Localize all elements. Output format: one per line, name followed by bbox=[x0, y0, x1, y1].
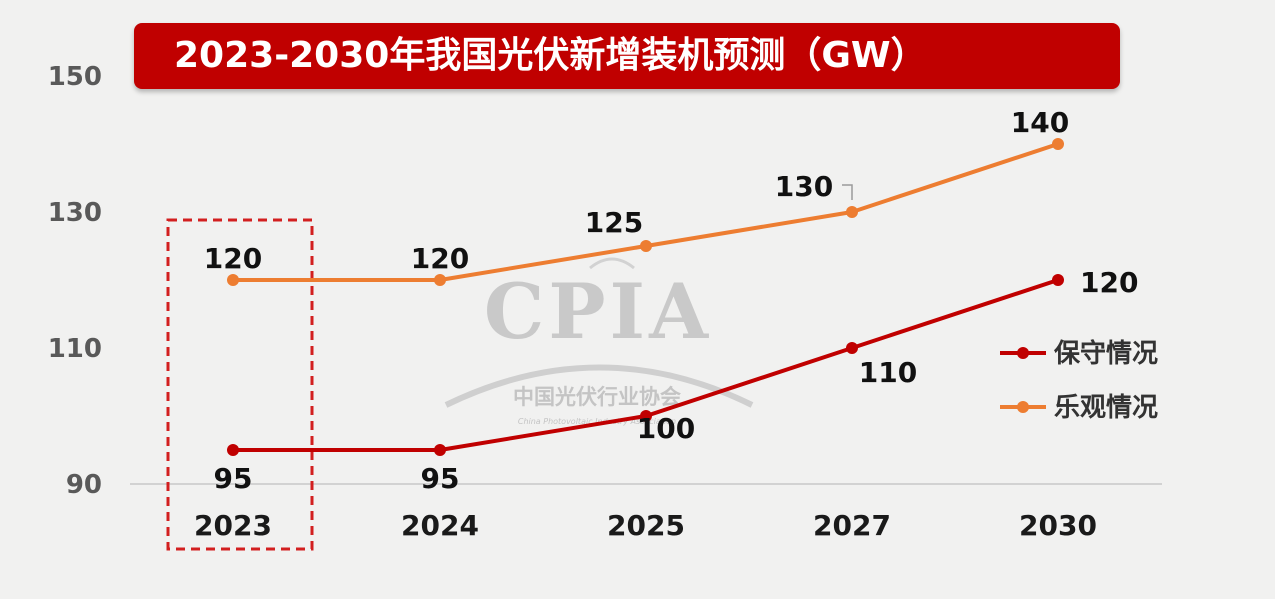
data-point bbox=[434, 274, 446, 286]
data-label: 120 bbox=[204, 242, 262, 275]
x-tick-label: 2024 bbox=[401, 509, 479, 542]
data-point bbox=[846, 206, 858, 218]
data-label: 125 bbox=[585, 206, 643, 239]
data-label: 120 bbox=[1080, 266, 1138, 299]
watermark-logo-text: CPIA bbox=[484, 267, 712, 356]
legend-swatch-marker bbox=[1017, 401, 1029, 413]
data-label: 120 bbox=[411, 242, 469, 275]
watermark-org-cn: 中国光伏行业协会 bbox=[513, 385, 681, 409]
watermark-sun-arc bbox=[589, 257, 635, 270]
data-label: 140 bbox=[1011, 106, 1069, 139]
data-label: 95 bbox=[421, 462, 460, 495]
x-tick-label: 2025 bbox=[607, 509, 685, 542]
series-group bbox=[227, 138, 1064, 456]
x-axis-ticks: 2023 2024 2025 2027 2030 bbox=[194, 509, 1097, 542]
data-point bbox=[640, 410, 652, 422]
data-point bbox=[846, 342, 858, 354]
x-tick-label: 2027 bbox=[813, 509, 891, 542]
legend-swatch-marker bbox=[1017, 347, 1029, 359]
data-point bbox=[640, 240, 652, 252]
highlight-2023-box bbox=[166, 218, 314, 551]
data-point bbox=[227, 274, 239, 286]
data-label: 110 bbox=[859, 356, 917, 389]
series-line-optimistic bbox=[233, 142, 1059, 282]
label-leader-line bbox=[842, 184, 853, 200]
x-tick-label: 2023 bbox=[194, 509, 272, 542]
data-label: 100 bbox=[637, 412, 695, 445]
legend-label: 保守情况 bbox=[1053, 338, 1158, 369]
watermark-org-en: China Photovoltaic Industry Association bbox=[518, 417, 676, 426]
legend-label: 乐观情况 bbox=[1054, 393, 1158, 423]
watermark-arc bbox=[444, 364, 754, 408]
y-axis-ticks: 90 110 130 150 bbox=[48, 62, 102, 500]
data-label: 130 bbox=[775, 170, 833, 203]
x-tick-label: 2030 bbox=[1019, 509, 1097, 542]
data-point bbox=[1052, 138, 1064, 150]
chart-title: 2023-2030年我国光伏新增装机预测（GW） bbox=[174, 35, 927, 76]
data-point bbox=[227, 444, 239, 456]
data-labels: 95 95 100 110 120 120 120 125 130 140 bbox=[204, 106, 1139, 495]
data-point bbox=[434, 444, 446, 456]
data-label: 95 bbox=[214, 462, 253, 495]
y-tick-label: 130 bbox=[48, 198, 102, 228]
y-tick-label: 150 bbox=[48, 62, 102, 92]
data-point bbox=[1052, 274, 1064, 286]
title-banner: 2023-2030年我国光伏新增装机预测（GW） bbox=[134, 23, 1120, 89]
cpia-watermark: CPIA 中国光伏行业协会 China Photovoltaic Industr… bbox=[444, 257, 754, 426]
y-tick-label: 90 bbox=[66, 470, 102, 500]
y-tick-label: 110 bbox=[48, 334, 102, 364]
